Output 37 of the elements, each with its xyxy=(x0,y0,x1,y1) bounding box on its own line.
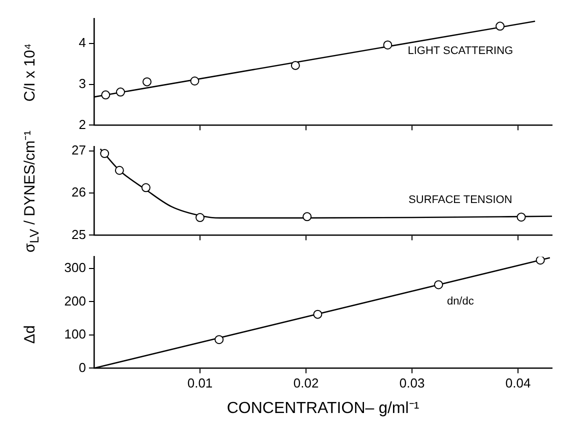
annotation: dn/dc xyxy=(446,295,474,308)
annotation: LIGHT SCATTERING xyxy=(408,44,514,57)
point xyxy=(100,149,110,158)
point xyxy=(196,213,205,222)
point xyxy=(496,22,505,31)
y-axis-title: Δd xyxy=(22,324,38,344)
x-tick-label: 0.04 xyxy=(505,376,531,391)
y-tick-label: 4 xyxy=(78,34,86,50)
y-tick-label: 0 xyxy=(78,360,86,375)
point xyxy=(313,310,322,319)
y-tick-label: 300 xyxy=(64,260,86,276)
y-axis-title: C/I x 10⁴ xyxy=(22,42,39,102)
point xyxy=(434,280,444,290)
x-tick-label: 0.03 xyxy=(399,376,425,391)
point xyxy=(114,166,124,175)
point xyxy=(141,183,150,192)
point xyxy=(142,77,152,86)
point xyxy=(516,212,526,222)
point xyxy=(116,88,126,97)
y-tick-label: 100 xyxy=(64,326,86,342)
point xyxy=(290,60,300,70)
x-tick-label: 0.02 xyxy=(293,376,319,391)
point xyxy=(101,90,110,100)
y-tick-label: 3 xyxy=(78,76,86,91)
y-tick-label: 26 xyxy=(72,184,86,200)
point xyxy=(536,256,545,265)
y-tick-label: 25 xyxy=(72,226,86,242)
annotation: SURFACE TENSION xyxy=(408,194,512,206)
point xyxy=(214,335,224,344)
point xyxy=(383,40,392,50)
y-tick-label: 27 xyxy=(72,142,86,158)
point xyxy=(302,212,312,222)
y-tick-label: 200 xyxy=(64,293,86,308)
x-axis-title: CONCENTRATION– g/ml⁻¹ xyxy=(226,400,420,417)
point xyxy=(190,76,200,86)
x-tick-label: 0.01 xyxy=(187,376,213,391)
y-tick-label: 2 xyxy=(78,116,86,132)
